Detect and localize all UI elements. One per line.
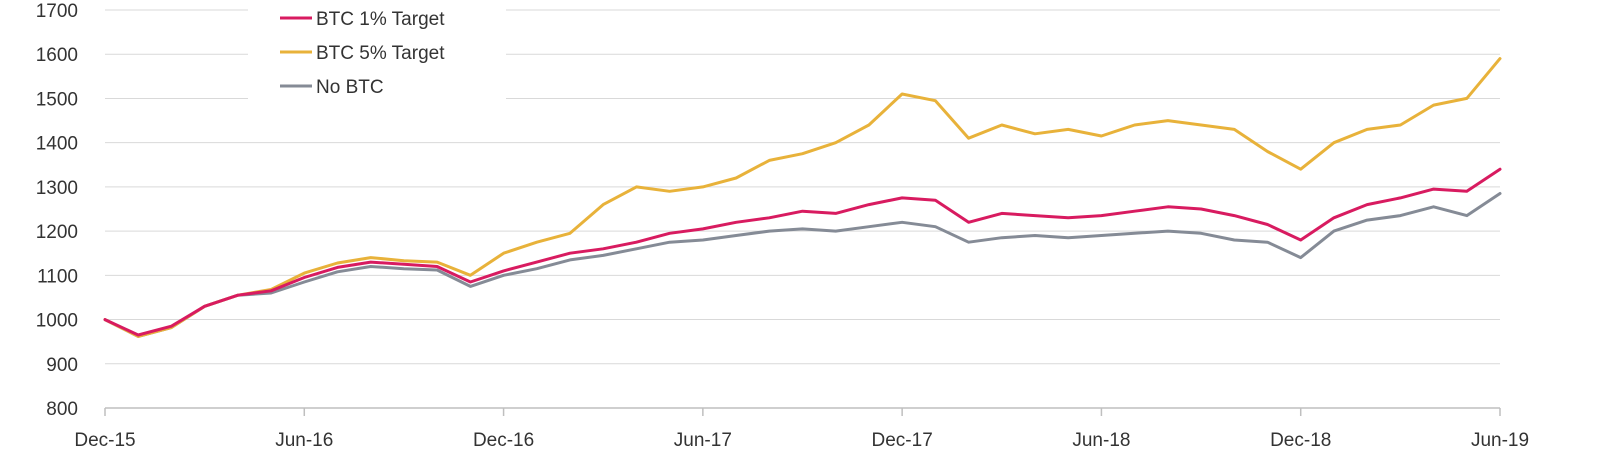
y-tick-label: 1400 — [36, 134, 78, 155]
x-tick-label: Jun-18 — [1072, 430, 1130, 451]
y-tick-label: 1100 — [37, 266, 78, 287]
y-axis-ticks: 800 900 1000 1100 1200 1300 1400 1500 1600 1700 — [36, 1, 78, 420]
series-lines — [103, 57, 1502, 338]
x-tick-label: Jun-16 — [275, 430, 333, 451]
x-tick-label: Jun-19 — [1471, 430, 1529, 451]
x-tick-label: Dec-16 — [473, 430, 534, 451]
x-axis: Dec-15 Jun-16 Dec-16 Jun-17 Dec-17 Jun-18 Dec-… — [74, 407, 1529, 451]
x-tick-label: Dec-17 — [872, 430, 933, 451]
series-line-btc-5-target — [103, 57, 1502, 338]
y-tick-label: 1200 — [36, 222, 78, 243]
y-tick-label: 800 — [46, 399, 78, 420]
y-tick-label: 1700 — [36, 1, 78, 22]
series-line-no-btc — [103, 192, 1502, 338]
series-line-btc-1-target — [103, 167, 1502, 337]
x-tick-label: Dec-18 — [1270, 430, 1331, 451]
y-tick-label: 1300 — [36, 178, 78, 199]
legend-label: BTC 1% Target — [316, 9, 445, 30]
y-tick-label: 900 — [46, 355, 78, 376]
y-tick-label: 1000 — [36, 311, 78, 332]
legend-label: BTC 5% Target — [316, 43, 445, 64]
y-tick-label: 1500 — [36, 89, 78, 110]
legend-label: No BTC — [316, 77, 384, 98]
x-tick-label: Jun-17 — [674, 430, 732, 451]
legend: BTC 1% Target BTC 5% Target No BTC — [248, 0, 506, 112]
y-tick-label: 1600 — [36, 45, 78, 66]
x-tick-label: Dec-15 — [74, 430, 135, 451]
